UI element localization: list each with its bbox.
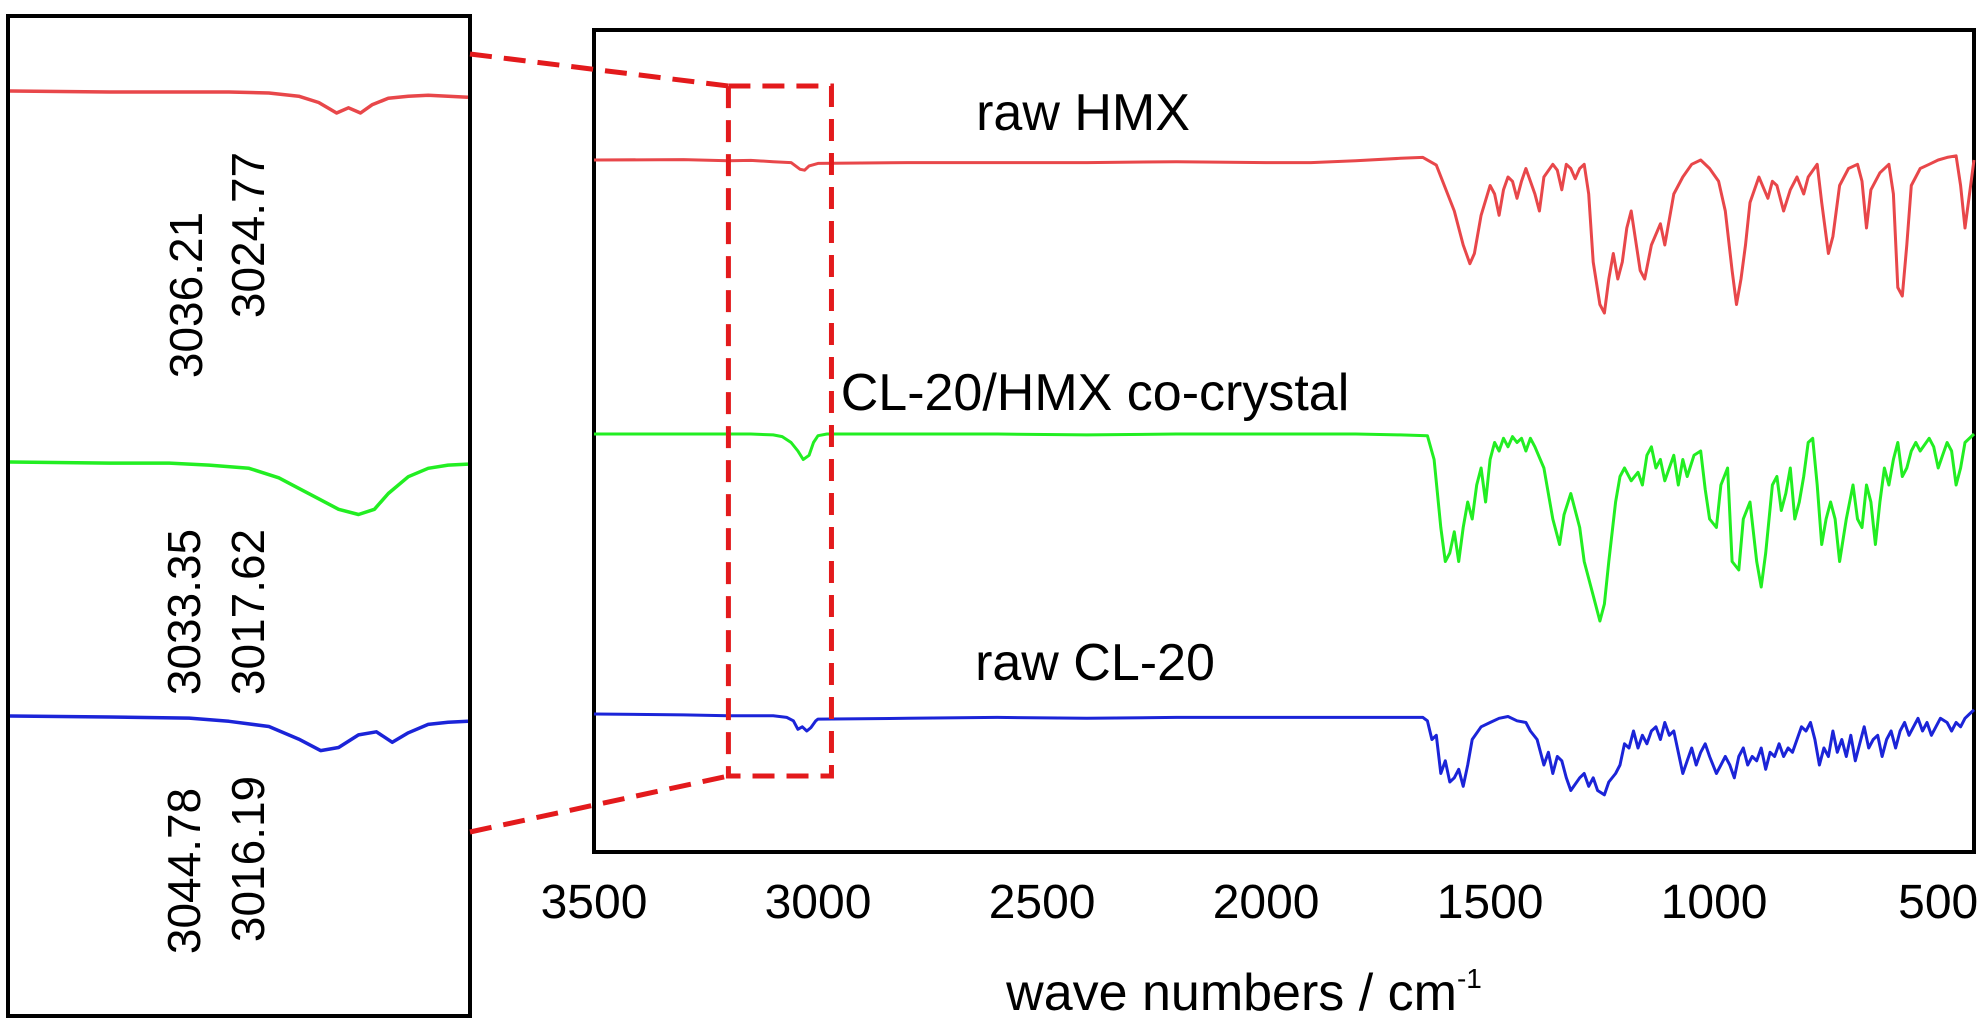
inset-peak-label: 3033.35 <box>158 529 210 695</box>
main-curves <box>593 154 1976 797</box>
series-label-raw-cl20: raw CL-20 <box>975 634 1215 692</box>
inset-line-raw-cl-20 <box>9 714 469 753</box>
x-tick-label: 2500 <box>989 876 1096 929</box>
inset-frame <box>6 14 472 1018</box>
inset-peak-label: 3044.78 <box>158 788 210 954</box>
highlight-region <box>469 51 834 835</box>
x-axis-title-superscript: -1 <box>1457 963 1482 994</box>
inset-curves <box>9 89 469 753</box>
x-axis-title: wave numbers / cm-1 <box>1005 963 1482 1022</box>
x-tick-label: 2000 <box>1213 876 1320 929</box>
highlight-box <box>725 83 834 779</box>
series-label-raw-hmx: raw HMX <box>976 84 1190 142</box>
series-line-raw-hmx <box>593 154 1976 315</box>
series-line-raw-cl-20 <box>593 708 1976 797</box>
x-tick-label: 3000 <box>765 876 872 929</box>
inset-peak-label: 3024.77 <box>222 152 274 318</box>
inset-peak-label: 3016.19 <box>222 776 274 942</box>
x-tick-label: 1500 <box>1437 876 1544 929</box>
x-tick-label: 1000 <box>1661 876 1768 929</box>
inset-line-cl-20-hmx-co-crystal <box>9 460 469 517</box>
x-axis-title-text: wave numbers / cm <box>1005 964 1457 1022</box>
inset-peak-label: 3036.21 <box>160 212 212 378</box>
inset-peak-label: 3017.62 <box>222 529 274 695</box>
x-tick-label: 500 <box>1898 876 1978 929</box>
series-label-co-crystal: CL-20/HMX co-crystal <box>841 364 1350 422</box>
x-tick-label: 3500 <box>541 876 648 929</box>
series-line-cl-20-hmx-co-crystal <box>594 432 1976 623</box>
highlight-connector <box>469 51 729 89</box>
highlight-connector <box>469 773 729 835</box>
main-plot-frame <box>592 28 1976 854</box>
x-tick-labels: 3500 3000 2500 2000 1500 1000 500 <box>541 876 1979 929</box>
inset-line-raw-hmx <box>9 89 469 115</box>
